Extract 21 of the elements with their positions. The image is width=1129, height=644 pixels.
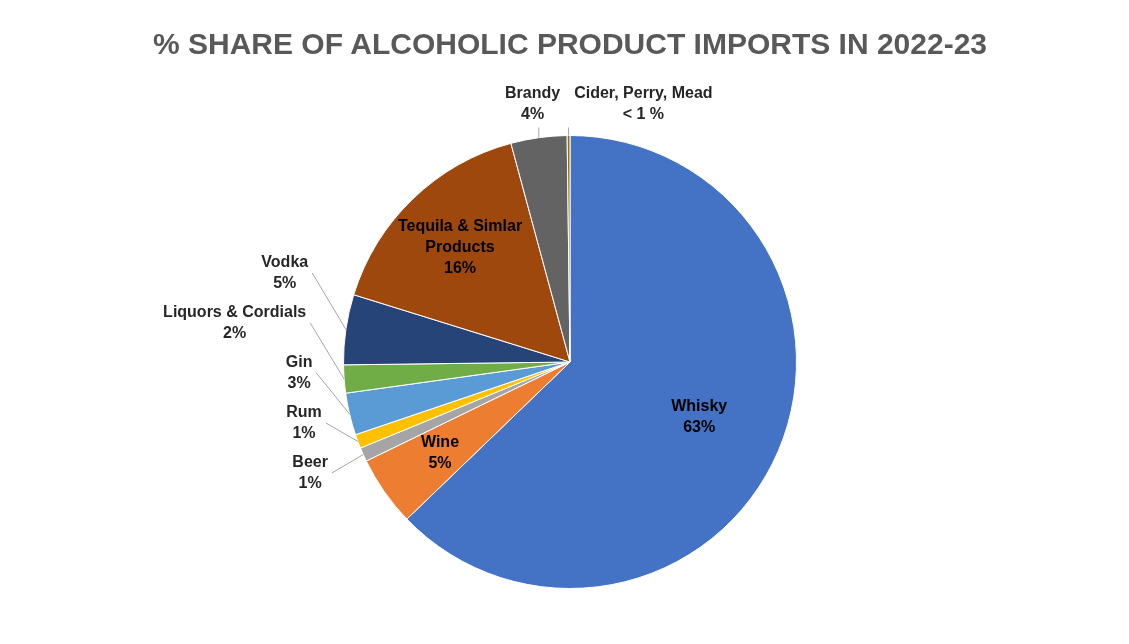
- slice-label: Rum: [286, 402, 322, 420]
- data-label: 1%: [298, 473, 322, 491]
- slice-label: Cider, Perry, Mead: [574, 84, 713, 102]
- data-label: 5%: [273, 273, 297, 291]
- data-label: 3%: [287, 373, 311, 391]
- slice-label: Wine: [420, 432, 460, 450]
- data-label: 1%: [292, 423, 316, 441]
- data-label: 2%: [223, 323, 247, 341]
- slice-label: Liquors & Cordials: [163, 302, 307, 320]
- data-label: 63%: [683, 417, 716, 435]
- data-label: 4%: [521, 105, 545, 123]
- data-label: 5%: [428, 453, 452, 471]
- data-label: 16%: [444, 259, 477, 277]
- slice-label: Whisky: [671, 396, 728, 414]
- slice-label: Vodka: [261, 252, 309, 270]
- data-label: < 1 %: [622, 105, 665, 123]
- slice-label: Gin: [285, 352, 313, 370]
- slice-label: Tequila & Simlar Products: [397, 217, 523, 256]
- slice-label: Beer: [292, 452, 328, 470]
- chart-title: % SHARE OF ALCOHOLIC PRODUCT IMPORTS IN 2022-23: [153, 27, 987, 61]
- slice-label: Brandy: [505, 84, 561, 102]
